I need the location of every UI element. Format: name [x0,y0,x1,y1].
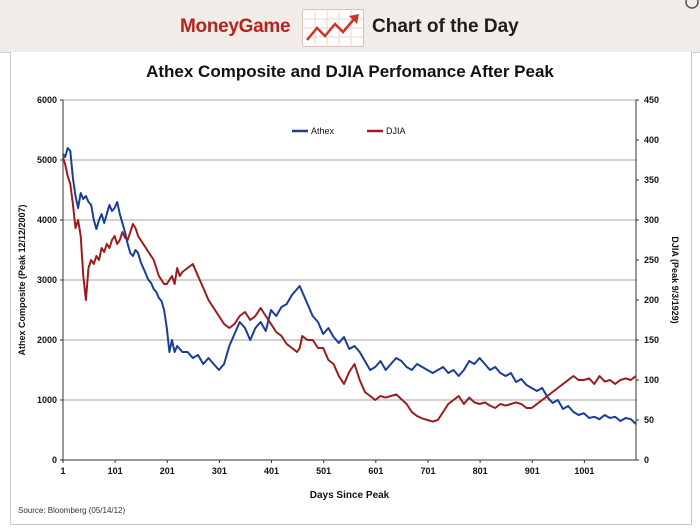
chart-frame [10,52,692,525]
series-line-djia [62,157,637,423]
y2-tick-label: 100 [644,375,659,385]
banner-title: Chart of the Day [372,16,519,37]
x-tick-label: 1 [60,466,65,476]
y2-tick-label: 350 [644,175,659,185]
x-tick-label: 101 [108,466,123,476]
y2-tick-label: 250 [644,255,659,265]
y-axis-label: Athex Composite (Peak 12/12/2007) [17,204,27,355]
y-tick-label: 1000 [37,395,57,405]
y-tick-label: 2000 [37,335,57,345]
brand-logo-text: MoneyGame [180,16,291,37]
legend-label-djia: DJIA [386,126,406,136]
y2-tick-label: 200 [644,295,659,305]
y2-tick-label: 400 [644,135,659,145]
x-tick-label: 801 [473,466,488,476]
x-tick-label: 401 [264,466,279,476]
legend-label-athex: Athex [311,126,335,136]
y2-axis-label: DJIA (Peak 9/3/1929) [670,236,680,323]
y-tick-label: 5000 [37,155,57,165]
corner-control-icon[interactable] [684,0,700,10]
y2-tick-label: 50 [644,415,654,425]
y2-tick-label: 300 [644,215,659,225]
x-tick-label: 701 [420,466,435,476]
banner: MoneyGame Chart of the Day [0,0,700,53]
x-axis-label: Days Since Peak [310,490,390,501]
rising-chart-arrow-icon [302,9,364,47]
source-note: Source: Bloomberg (05/14/12) [18,506,126,515]
y-tick-label: 6000 [37,95,57,105]
series-line-athex [62,147,637,425]
x-tick-label: 301 [212,466,227,476]
x-tick-label: 601 [368,466,383,476]
y-tick-label: 4000 [37,215,57,225]
y2-tick-label: 150 [644,335,659,345]
x-tick-label: 901 [525,466,540,476]
y2-tick-label: 0 [644,455,649,465]
y-tick-label: 3000 [37,275,57,285]
x-tick-label: 1001 [574,466,594,476]
x-tick-label: 501 [316,466,331,476]
chart-title: Athex Composite and DJIA Perfomance Afte… [146,62,554,81]
x-tick-label: 201 [160,466,175,476]
y-tick-label: 0 [52,455,57,465]
y2-tick-label: 450 [644,95,659,105]
